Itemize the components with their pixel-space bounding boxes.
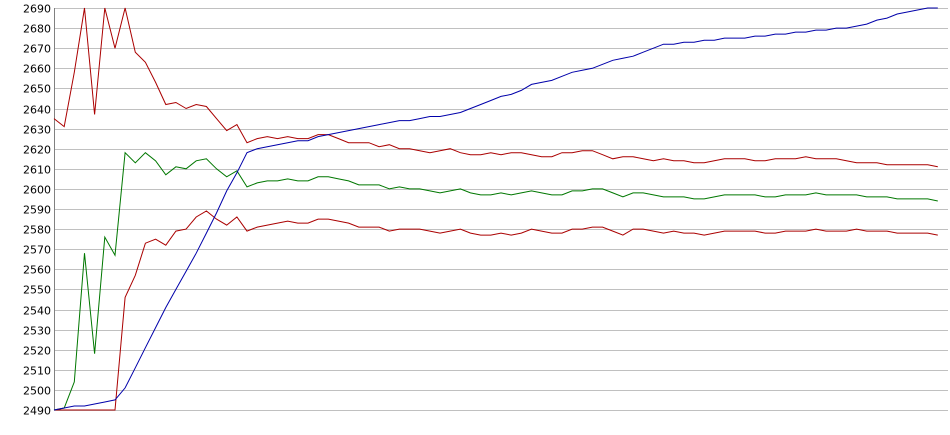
- y-tick-label: 2650: [23, 83, 51, 96]
- y-tick-label: 2570: [23, 244, 51, 257]
- y-tick-label: 2500: [23, 385, 51, 398]
- y-tick-label: 2560: [23, 264, 51, 277]
- y-tick-label: 2550: [23, 284, 51, 297]
- series-line: [53, 7, 938, 168]
- horizontal-gridlines: [54, 8, 948, 411]
- y-tick-label: 2520: [23, 345, 51, 358]
- y-tick-label: 2680: [23, 23, 51, 36]
- y-tick-label: 2530: [23, 325, 51, 338]
- y-tick-label: 2610: [23, 164, 51, 177]
- y-tick-label: 2600: [23, 184, 51, 197]
- series-line: [53, 7, 938, 411]
- series-lines: [53, 7, 938, 411]
- y-tick-label: 2630: [23, 124, 51, 137]
- y-tick-label: 2670: [23, 43, 51, 56]
- y-tick-label: 2580: [23, 224, 51, 237]
- series-line: [53, 151, 938, 411]
- y-tick-label: 2640: [23, 104, 51, 117]
- y-tick-label: 2660: [23, 63, 51, 76]
- y-tick-label: 2690: [23, 3, 51, 16]
- series-line: [54, 210, 938, 411]
- y-tick-label: 2620: [23, 144, 51, 157]
- y-tick-labels: 2490 2500 2510 2520 2530 2540 2550 2560 2570 2580…: [23, 3, 51, 418]
- y-tick-label: 2540: [23, 305, 51, 318]
- y-tick-label: 2590: [23, 204, 51, 217]
- y-tick-label: 2510: [23, 365, 51, 378]
- y-tick-label: 2490: [23, 405, 51, 418]
